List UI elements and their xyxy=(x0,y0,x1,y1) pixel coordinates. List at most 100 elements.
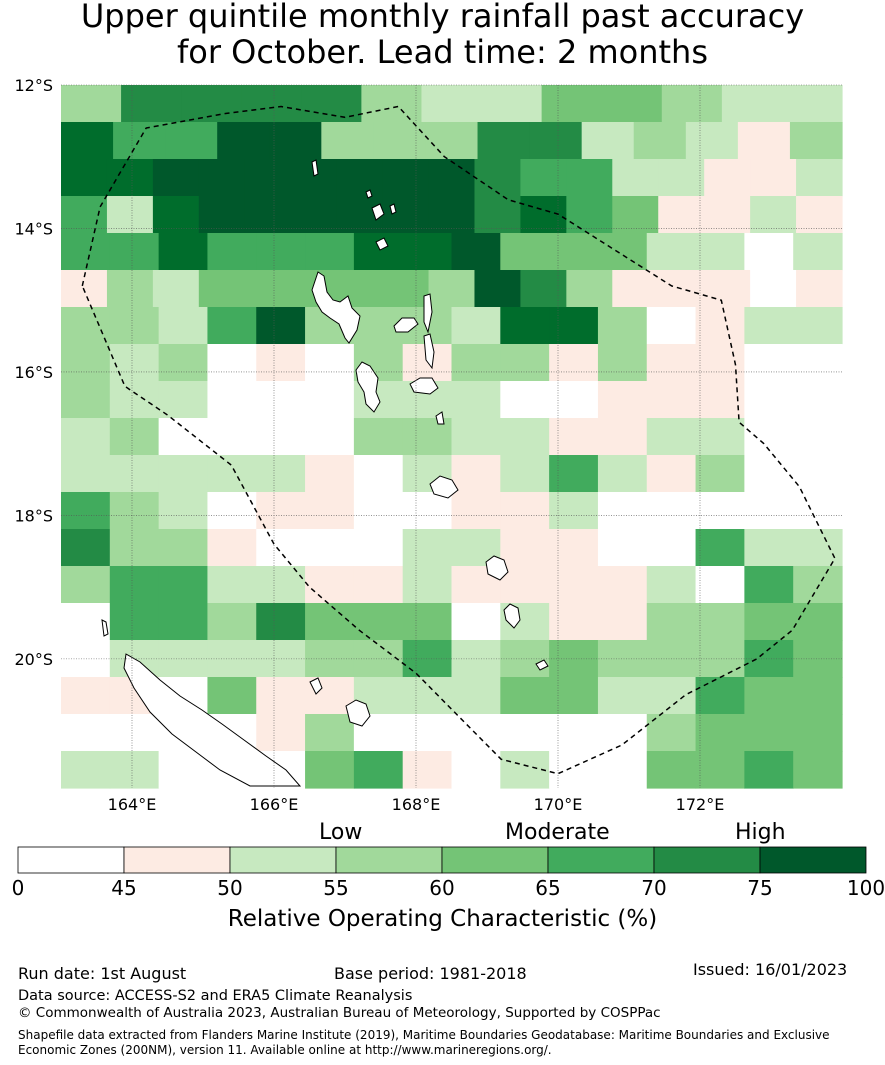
grid-cell xyxy=(428,159,476,197)
grid-cell xyxy=(597,529,648,567)
grid-cell xyxy=(353,455,404,493)
colorbar xyxy=(17,846,867,874)
lat-lon-gridlines xyxy=(61,84,842,788)
grid-cell xyxy=(500,418,550,456)
grid-cell xyxy=(109,529,160,567)
grid-cell xyxy=(612,270,659,308)
grid-cell xyxy=(500,714,550,752)
grid-cell xyxy=(793,307,843,345)
grid-cell xyxy=(789,122,843,160)
grid-cell xyxy=(796,159,843,197)
grid-cell xyxy=(477,122,531,160)
grid-cell xyxy=(353,529,404,567)
grid-cell xyxy=(158,344,209,382)
grid-cell xyxy=(566,159,613,197)
island-malakula xyxy=(355,361,381,413)
grid-cell xyxy=(474,270,522,308)
grid-cell xyxy=(695,677,745,715)
eez-boundary xyxy=(81,105,836,775)
grid-cell xyxy=(597,492,648,530)
island-small-banks xyxy=(365,189,373,199)
grid-cell xyxy=(244,159,292,197)
latitude-label: 12°S xyxy=(14,76,53,95)
grid-cell xyxy=(549,344,599,382)
grid-cell xyxy=(549,381,599,419)
grid-cell xyxy=(353,418,404,456)
grid-cell xyxy=(402,751,453,789)
grid-cell xyxy=(658,196,705,234)
grid-cell xyxy=(750,270,797,308)
longitude-label: 168°E xyxy=(392,795,441,814)
grid-cell xyxy=(428,270,476,308)
grid-cell xyxy=(61,344,111,382)
grid-cell xyxy=(61,640,111,678)
grid-cell xyxy=(549,529,599,567)
grid-cell xyxy=(744,751,794,789)
grid-cell xyxy=(646,344,697,382)
island-ambae xyxy=(393,317,419,333)
grid-cell xyxy=(646,529,697,567)
grid-cell xyxy=(549,492,599,530)
colorbar-segment xyxy=(123,846,231,874)
grid-cell xyxy=(305,381,355,419)
grid-cell xyxy=(207,677,257,715)
grid-cell xyxy=(793,603,843,641)
grid-cell xyxy=(152,270,200,308)
grid-cell xyxy=(109,344,160,382)
colorbar-category-high: High xyxy=(735,820,786,845)
grid-cell xyxy=(581,122,635,160)
grid-cell xyxy=(61,492,111,530)
grid-cell xyxy=(633,122,687,160)
grid-cell xyxy=(744,307,794,345)
grid-cell xyxy=(256,455,306,493)
grid-cell xyxy=(256,714,306,752)
grid-cell xyxy=(796,196,843,234)
grid-cell xyxy=(520,159,567,197)
grid-cell xyxy=(421,85,483,123)
colorbar-segment xyxy=(441,846,549,874)
grid-cell xyxy=(158,566,209,604)
island-ambrym xyxy=(409,377,439,395)
island-aneityum xyxy=(535,659,549,671)
grid-cell xyxy=(158,603,209,641)
grid-cell xyxy=(549,233,599,271)
grid-cell xyxy=(382,159,430,197)
island-erromango xyxy=(485,555,509,581)
grid-cell xyxy=(695,455,745,493)
grid-cell xyxy=(744,492,794,530)
grid-cell xyxy=(744,529,794,567)
grid-cell xyxy=(646,566,697,604)
colorbar-tick: 0 xyxy=(11,876,25,900)
grid-cell xyxy=(402,233,453,271)
colorbar-segment xyxy=(17,846,125,874)
grid-cell xyxy=(658,159,705,197)
grid-cell xyxy=(744,344,794,382)
data-source: Data source: ACCESS-S2 and ERA5 Climate … xyxy=(18,988,413,1004)
grid-cell xyxy=(793,529,843,567)
grid-cell xyxy=(61,714,111,752)
grid-cell xyxy=(158,381,209,419)
grid-cell xyxy=(695,492,745,530)
grid-cell xyxy=(109,751,160,789)
grid-cell xyxy=(106,270,154,308)
grid-cell xyxy=(744,677,794,715)
grid-cell xyxy=(207,418,257,456)
grid-cell xyxy=(61,455,111,493)
grid-cell xyxy=(646,492,697,530)
colorbar-tick: 70 xyxy=(641,876,667,900)
grid-cell xyxy=(695,529,745,567)
island-maewo xyxy=(423,293,433,334)
grid-cell xyxy=(646,455,697,493)
grid-cell xyxy=(793,751,843,789)
colorbar-tick: 55 xyxy=(323,876,349,900)
grid-cell xyxy=(597,640,648,678)
grid-cell xyxy=(305,566,355,604)
grid-cell xyxy=(402,603,453,641)
grid-cell xyxy=(451,677,501,715)
island-vanua-lava xyxy=(371,203,385,221)
grid-cell xyxy=(61,85,122,123)
grid-cell xyxy=(750,196,797,234)
colorbar-segment xyxy=(653,846,761,874)
base-period: Base period: 1981-2018 xyxy=(334,964,527,983)
longitude-label: 172°E xyxy=(676,795,725,814)
